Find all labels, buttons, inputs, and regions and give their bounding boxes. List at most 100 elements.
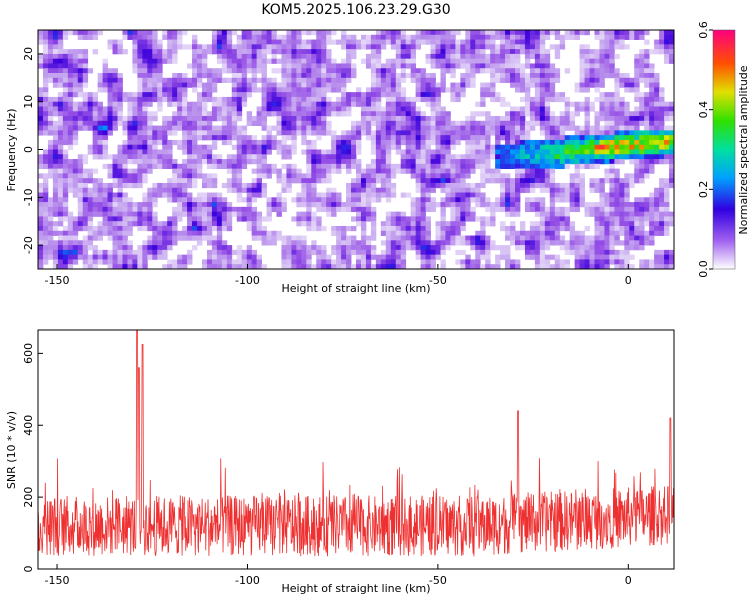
heatmap-cell	[281, 245, 287, 251]
heatmap-cell	[291, 53, 297, 60]
heatmap-cell	[495, 197, 501, 203]
heatmap-cell	[410, 221, 417, 227]
heatmap-cell	[529, 187, 536, 193]
heatmap-cell	[221, 264, 228, 269]
heatmap-cell	[276, 120, 282, 126]
heatmap-cell	[485, 235, 491, 241]
heatmap-cell	[370, 34, 377, 40]
heatmap-cell	[38, 221, 44, 227]
heatmap-cell	[490, 49, 496, 55]
heatmap-cell	[370, 225, 377, 232]
heatmap-cell	[316, 206, 322, 213]
heatmap-cell	[142, 106, 148, 112]
heatmap-cell	[644, 111, 650, 117]
heatmap-cell	[236, 173, 243, 179]
heatmap-cell	[306, 182, 312, 189]
heatmap-cell	[649, 163, 655, 170]
heatmap-cell	[42, 73, 49, 79]
heatmap-cell	[544, 73, 551, 79]
heatmap-cell	[296, 192, 302, 198]
heatmap-cell	[365, 125, 372, 131]
heatmap-cell	[629, 111, 635, 117]
heatmap-cell	[331, 225, 337, 232]
heatmap-cell	[296, 178, 302, 184]
heatmap-cell	[375, 44, 382, 50]
heatmap-cell	[147, 77, 153, 83]
heatmap-cell	[669, 101, 674, 107]
heatmap-cell	[221, 245, 228, 251]
heatmap-cell	[425, 168, 431, 174]
heatmap-cell	[450, 202, 456, 208]
heatmap-cell	[475, 187, 481, 193]
heatmap-cell	[624, 187, 630, 193]
heatmap-cell	[246, 249, 253, 256]
heatmap-cell	[206, 173, 213, 179]
heatmap-cell	[544, 139, 551, 146]
heatmap-cell	[524, 240, 531, 246]
heatmap-cell	[584, 149, 590, 155]
heatmap-cell	[460, 53, 466, 60]
heatmap-cell	[410, 73, 417, 79]
heatmap-cell	[510, 149, 516, 155]
heatmap-cell	[624, 130, 630, 136]
heatmap-cell	[172, 116, 178, 122]
heatmap-cell	[455, 49, 461, 55]
heatmap-cell	[395, 216, 402, 222]
heatmap-cell	[102, 211, 108, 217]
heatmap-cell	[172, 168, 178, 174]
heatmap-cell	[450, 39, 456, 45]
heatmap-cell	[122, 249, 128, 256]
heatmap-cell	[614, 173, 620, 179]
heatmap-cell	[172, 39, 178, 45]
heatmap-cell	[182, 92, 188, 98]
heatmap-cell	[654, 206, 660, 213]
heatmap-cell	[356, 144, 362, 150]
heatmap-cell	[38, 182, 44, 189]
heatmap-cell	[475, 163, 481, 170]
heatmap-cell	[515, 111, 521, 117]
heatmap-cell	[261, 225, 267, 232]
heatmap-cell	[132, 254, 138, 260]
heatmap-cell	[142, 58, 148, 64]
heatmap-cell	[445, 135, 451, 141]
heatmap-cell	[480, 101, 486, 107]
heatmap-cell	[177, 92, 183, 98]
heatmap-cell	[395, 120, 402, 126]
heatmap-cell	[47, 39, 54, 45]
heatmap-cell	[137, 73, 143, 79]
heatmap-cell	[534, 120, 541, 126]
heatmap-cell	[216, 73, 223, 79]
heatmap-cell	[390, 120, 397, 126]
heatmap-cell	[390, 254, 397, 260]
heatmap-cell	[311, 249, 317, 256]
heatmap-cell	[554, 68, 561, 74]
heatmap-cell	[430, 178, 436, 184]
heatmap-cell	[390, 211, 397, 217]
heatmap-cell	[346, 225, 352, 232]
heatmap-cell	[316, 168, 322, 174]
heatmap-cell	[152, 225, 158, 232]
heatmap-cell	[649, 125, 655, 131]
heatmap-cell	[639, 264, 645, 269]
heatmap-cell	[549, 120, 556, 126]
heatmap-cell	[515, 116, 521, 122]
heatmap-cell	[87, 230, 94, 236]
heatmap-cell	[435, 149, 441, 155]
heatmap-cell	[510, 178, 516, 184]
heatmap-cell	[311, 30, 317, 36]
heatmap-cell	[495, 139, 501, 146]
heatmap-cell	[480, 120, 486, 126]
heatmap-cell	[539, 178, 546, 184]
heatmap-cell	[122, 34, 128, 40]
heatmap-cell	[281, 182, 287, 189]
heatmap-cell	[594, 245, 600, 251]
heatmap-cell	[515, 235, 521, 241]
heatmap-cell	[594, 34, 600, 40]
heatmap-cell	[485, 144, 491, 150]
heatmap-cell	[316, 221, 322, 227]
heatmap-cell	[480, 82, 486, 88]
heatmap-cell	[629, 206, 635, 213]
heatmap-cell	[77, 106, 84, 112]
heatmap-cell	[162, 87, 168, 93]
heatmap-cell	[351, 34, 357, 40]
